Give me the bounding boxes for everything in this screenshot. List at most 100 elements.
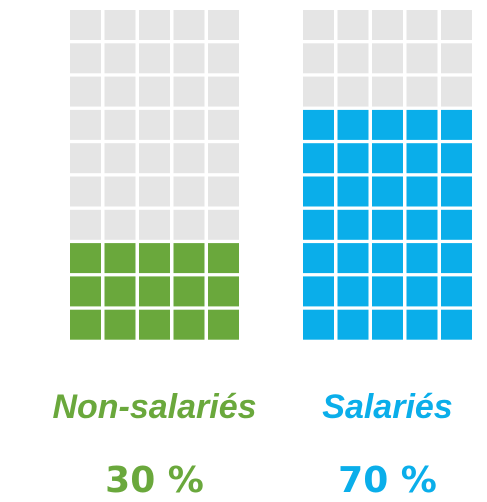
filled-cell <box>104 243 136 274</box>
empty-cell <box>70 76 101 107</box>
filled-cell <box>441 109 472 140</box>
filled-cell <box>372 309 403 340</box>
filled-cell <box>337 309 369 340</box>
empty-cell <box>406 76 438 107</box>
filled-cell <box>303 176 334 207</box>
filled-cell <box>173 243 205 274</box>
empty-cell <box>70 43 101 74</box>
empty-cell <box>104 10 136 40</box>
filled-cell <box>337 176 369 207</box>
category-label: Salariés <box>322 388 452 426</box>
value-label: 30 % <box>105 460 204 501</box>
empty-cell <box>208 209 239 240</box>
empty-cell <box>139 10 170 40</box>
empty-cell <box>372 10 403 40</box>
filled-cell <box>303 109 334 140</box>
filled-cell <box>70 276 101 307</box>
filled-cell <box>372 143 403 174</box>
category-label: Non-salariés <box>52 388 256 426</box>
filled-cell <box>337 143 369 174</box>
empty-cell <box>70 143 101 174</box>
filled-cell <box>441 276 472 307</box>
filled-cell <box>303 143 334 174</box>
empty-cell <box>70 176 101 207</box>
empty-cell <box>104 109 136 140</box>
empty-cell <box>104 209 136 240</box>
filled-cell <box>173 276 205 307</box>
filled-cell <box>372 209 403 240</box>
empty-cell <box>173 209 205 240</box>
empty-cell <box>104 176 136 207</box>
filled-cell <box>406 176 438 207</box>
empty-cell <box>208 10 239 40</box>
filled-cell <box>441 176 472 207</box>
empty-cell <box>441 10 472 40</box>
filled-cell <box>70 243 101 274</box>
filled-cell <box>208 276 239 307</box>
filled-cell <box>139 243 170 274</box>
filled-cell <box>303 276 334 307</box>
empty-cell <box>303 43 334 74</box>
empty-cell <box>104 76 136 107</box>
filled-cell <box>406 109 438 140</box>
filled-cell <box>441 209 472 240</box>
filled-cell <box>337 209 369 240</box>
empty-cell <box>372 43 403 74</box>
filled-cell <box>208 309 239 340</box>
empty-cell <box>337 43 369 74</box>
filled-cell <box>70 309 101 340</box>
empty-cell <box>406 43 438 74</box>
empty-cell <box>173 109 205 140</box>
filled-cell <box>337 109 369 140</box>
empty-cell <box>173 143 205 174</box>
empty-cell <box>441 76 472 107</box>
empty-cell <box>208 109 239 140</box>
empty-cell <box>208 143 239 174</box>
empty-cell <box>208 76 239 107</box>
empty-cell <box>441 43 472 74</box>
empty-cell <box>173 43 205 74</box>
filled-cell <box>406 276 438 307</box>
empty-cell <box>139 209 170 240</box>
filled-cell <box>208 243 239 274</box>
filled-cell <box>406 209 438 240</box>
filled-cell <box>372 176 403 207</box>
empty-cell <box>139 109 170 140</box>
filled-cell <box>406 143 438 174</box>
empty-cell <box>70 209 101 240</box>
empty-cell <box>70 109 101 140</box>
empty-cell <box>139 176 170 207</box>
filled-cell <box>303 309 334 340</box>
filled-cell <box>303 243 334 274</box>
filled-cell <box>303 209 334 240</box>
empty-cell <box>139 143 170 174</box>
empty-cell <box>104 43 136 74</box>
filled-cell <box>372 109 403 140</box>
empty-cell <box>104 143 136 174</box>
empty-cell <box>173 76 205 107</box>
filled-cell <box>406 309 438 340</box>
empty-cell <box>337 76 369 107</box>
filled-cell <box>104 276 136 307</box>
empty-cell <box>303 10 334 40</box>
empty-cell <box>337 10 369 40</box>
empty-cell <box>372 76 403 107</box>
filled-cell <box>372 276 403 307</box>
filled-cell <box>139 276 170 307</box>
filled-cell <box>372 243 403 274</box>
empty-cell <box>406 10 438 40</box>
filled-cell <box>104 309 136 340</box>
filled-cell <box>441 309 472 340</box>
filled-cell <box>337 276 369 307</box>
empty-cell <box>139 43 170 74</box>
filled-cell <box>441 143 472 174</box>
empty-cell <box>303 76 334 107</box>
empty-cell <box>173 176 205 207</box>
filled-cell <box>406 243 438 274</box>
empty-cell <box>70 10 101 40</box>
filled-cell <box>337 243 369 274</box>
empty-cell <box>208 176 239 207</box>
filled-cell <box>441 243 472 274</box>
empty-cell <box>139 76 170 107</box>
